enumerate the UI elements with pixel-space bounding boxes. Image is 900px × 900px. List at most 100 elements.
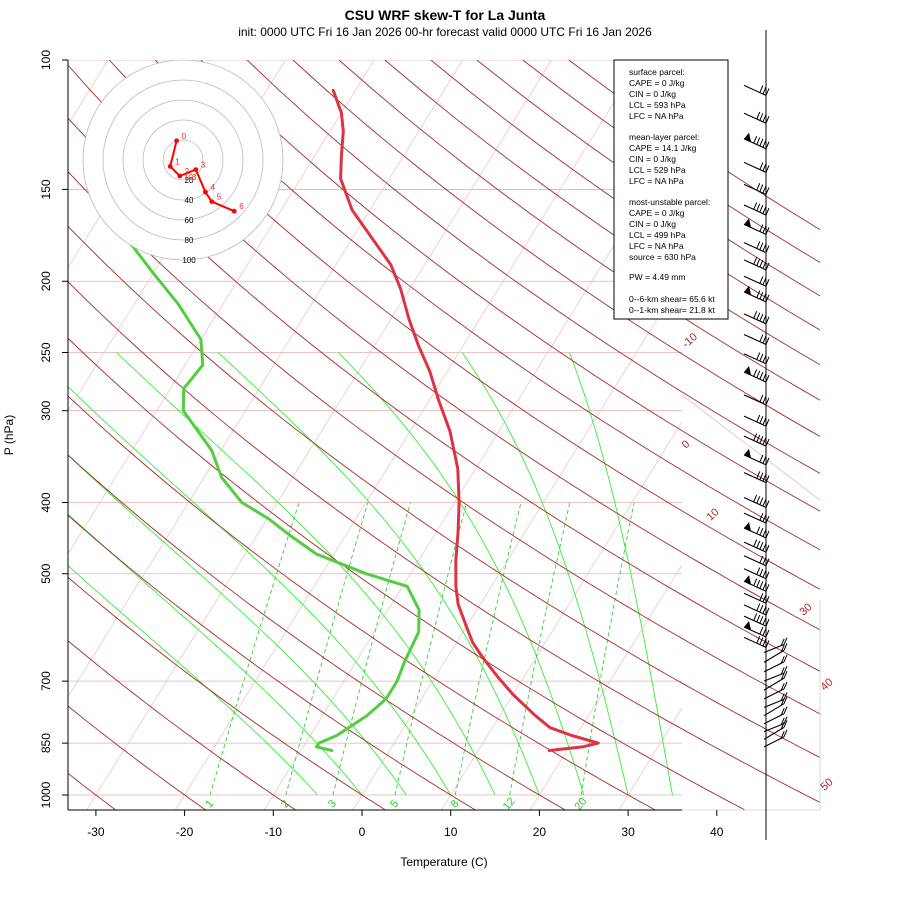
dry-adiabat	[200, 60, 820, 512]
temperature-profile	[331, 88, 600, 752]
barb-staff	[743, 204, 767, 216]
barb-staff	[763, 698, 785, 708]
barb-flag	[759, 637, 764, 645]
barb-staff	[743, 333, 767, 345]
barb-staff	[743, 497, 767, 509]
barb-staff	[763, 644, 785, 654]
barb-flag	[759, 291, 764, 300]
barb-staff	[763, 736, 785, 748]
barb-staff	[763, 672, 785, 682]
barb-flag	[756, 540, 761, 549]
barb-flag	[759, 259, 764, 268]
hodograph-point	[167, 164, 173, 169]
wind-barb	[743, 613, 770, 627]
barb-flag	[759, 454, 764, 463]
dry-adiabat	[68, 171, 820, 715]
y-tick-label: 200	[39, 271, 53, 291]
barb-flag	[765, 438, 770, 447]
barb-flag	[762, 355, 767, 363]
wind-barb	[743, 352, 770, 365]
barb-flag	[780, 656, 785, 664]
barb-flag	[780, 672, 785, 681]
barb-flag	[762, 206, 767, 214]
wind-barb	[743, 567, 770, 580]
hodograph-point-label: 5	[217, 193, 222, 202]
hodograph-point-label: 1	[175, 157, 180, 166]
barb-pennant	[744, 132, 751, 142]
barb-pennant	[744, 366, 751, 376]
wind-barb	[763, 670, 788, 691]
y-axis-label: P (hPa)	[2, 415, 16, 455]
barb-pennant	[744, 575, 751, 585]
barb-staff	[743, 580, 767, 592]
barb-flag	[765, 245, 770, 253]
barb-flag	[765, 337, 770, 345]
dry-adiabat	[68, 705, 207, 810]
wind-barb	[763, 643, 788, 663]
hodograph-ring-label: 60	[185, 216, 194, 225]
barb-staff	[743, 592, 767, 604]
dry-adiabat	[68, 514, 477, 810]
surface-parcel-line: CAPE = 0 J/kg	[629, 78, 685, 88]
barb-staff	[763, 726, 785, 740]
barb-flag	[759, 527, 764, 536]
hodograph-point-label: 4	[210, 183, 215, 192]
barb-flag	[759, 334, 764, 342]
barb-flag	[765, 418, 770, 427]
parcel-info-box: surface parcel: CAPE = 0 J/kg CIN = 0 J/…	[613, 59, 729, 320]
barb-flag	[753, 202, 758, 210]
barb-staff	[763, 661, 785, 673]
barb-flag	[762, 529, 767, 537]
dry-adiabat	[68, 454, 567, 810]
mixing-ratio-line	[209, 502, 300, 796]
wind-barb	[743, 285, 770, 303]
barb-staff	[743, 183, 767, 195]
barb-flag	[753, 539, 758, 547]
hodograph-point	[203, 189, 208, 195]
hodograph-ring-inner	[142, 119, 224, 201]
wind-barb	[743, 521, 770, 539]
barb-flag	[756, 414, 761, 423]
dry-adiabat	[68, 281, 820, 803]
barb-flag	[762, 514, 767, 522]
hodograph-ring-inner	[162, 139, 204, 181]
wind-barb	[743, 311, 770, 325]
barb-flag	[765, 397, 770, 406]
barb-flag	[765, 262, 770, 271]
barb-staff	[743, 512, 767, 524]
barb-flag	[756, 312, 761, 320]
moist-adiabat	[116, 352, 496, 796]
dry-adiabat	[68, 395, 657, 810]
hodograph-ring-label: 40	[185, 196, 194, 205]
hodograph-point	[177, 173, 183, 179]
barb-staff	[743, 615, 767, 627]
barb-flag	[765, 187, 770, 195]
barb-flag	[762, 570, 767, 578]
wind-barb	[743, 448, 770, 466]
x-tick-label: 20	[533, 825, 547, 839]
barb-staff	[743, 275, 767, 287]
barb-flag	[762, 594, 767, 603]
wind-barbs	[743, 30, 788, 840]
barb-flag	[759, 513, 764, 521]
barb-flag	[759, 138, 764, 147]
barb-flag	[759, 555, 764, 564]
barb-flag	[753, 433, 758, 441]
barb-flag	[762, 335, 767, 344]
y-tick-label: 500	[39, 563, 53, 583]
hodograph-ring-label: 100	[182, 256, 196, 265]
barb-flag	[762, 417, 767, 425]
wind-barb	[743, 366, 770, 383]
barb-flag	[765, 515, 770, 524]
barb-flag	[759, 626, 764, 635]
wind-barb	[743, 111, 770, 124]
x-tick-label: 10	[444, 825, 458, 839]
barb-flag	[756, 352, 761, 360]
barb-flag	[765, 165, 770, 173]
barb-flag	[765, 227, 770, 235]
barb-flag	[756, 471, 761, 479]
barb-staff	[743, 568, 767, 580]
barb-flag	[762, 582, 767, 591]
barb-pennant	[744, 218, 751, 228]
